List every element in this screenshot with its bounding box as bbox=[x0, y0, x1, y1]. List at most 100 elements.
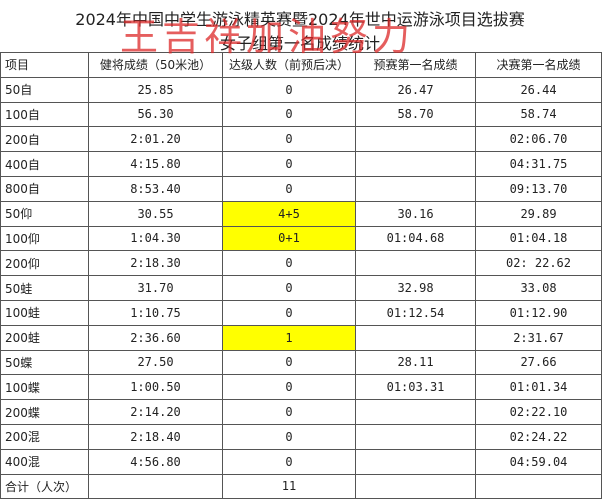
data-row: 400自 4:15.80 0 04:31.75 bbox=[0, 151, 602, 177]
data-row: 合计（人次） 11 bbox=[0, 473, 602, 500]
data-row: 50蛙 31.70 0 32.98 33.08 bbox=[0, 275, 602, 301]
data-row: 50自 25.85 0 26.47 26.44 bbox=[0, 76, 602, 103]
column-header: 决赛第一名成绩 bbox=[475, 52, 602, 78]
cell: 04:59.04 bbox=[475, 448, 602, 475]
cell: 0 bbox=[222, 151, 356, 177]
cell: 1:04.30 bbox=[88, 225, 223, 252]
cell: 26.47 bbox=[355, 76, 476, 103]
cell: 02:06.70 bbox=[475, 126, 602, 153]
cell: 0 bbox=[222, 275, 356, 301]
cell: 33.08 bbox=[475, 275, 602, 301]
cell bbox=[355, 473, 476, 500]
cell bbox=[355, 324, 476, 351]
cell: 0 bbox=[222, 399, 356, 425]
cell: 100蛙 bbox=[0, 299, 89, 326]
data-row: 100自 56.30 0 58.70 58.74 bbox=[0, 101, 602, 128]
cell: 11 bbox=[222, 473, 356, 500]
cell: 01:04.18 bbox=[475, 225, 602, 252]
cell: 合计（人次） bbox=[0, 473, 89, 500]
cell: 09:13.70 bbox=[475, 175, 602, 202]
cell: 200仰 bbox=[0, 250, 89, 277]
cell: 800自 bbox=[0, 175, 89, 202]
cell: 200自 bbox=[0, 126, 89, 153]
cell: 200蝶 bbox=[0, 399, 89, 425]
cell: 400混 bbox=[0, 448, 89, 475]
cell: 4:15.80 bbox=[88, 151, 223, 177]
cell: 01:01.34 bbox=[475, 374, 602, 401]
cell: 100蝶 bbox=[0, 374, 89, 401]
cell bbox=[355, 399, 476, 425]
cell: 0 bbox=[222, 349, 356, 376]
cell: 29.89 bbox=[475, 200, 602, 227]
cell: 1:00.50 bbox=[88, 374, 223, 401]
cell bbox=[355, 448, 476, 475]
cell: 01:12.54 bbox=[355, 299, 476, 326]
data-row: 200混 2:18.40 0 02:24.22 bbox=[0, 423, 602, 450]
data-row: 100蛙 1:10.75 0 01:12.54 01:12.90 bbox=[0, 299, 602, 326]
cell: 28.11 bbox=[355, 349, 476, 376]
cell: 0 bbox=[222, 101, 356, 128]
cell: 8:53.40 bbox=[88, 175, 223, 202]
cell: 2:31.67 bbox=[475, 324, 602, 351]
cell: 2:36.60 bbox=[88, 324, 223, 351]
data-row: 800自 8:53.40 0 09:13.70 bbox=[0, 175, 602, 202]
cell: 0 bbox=[222, 299, 356, 326]
cell: 27.66 bbox=[475, 349, 602, 376]
header-row: 项目 健将成绩（50米池） 达级人数（前预后决） 预赛第一名成绩 决赛第一名成绩 bbox=[0, 52, 602, 78]
cell: 100仰 bbox=[0, 225, 89, 252]
column-header: 达级人数（前预后决） bbox=[222, 52, 356, 78]
cell: 50蛙 bbox=[0, 275, 89, 301]
cell bbox=[355, 250, 476, 277]
cell: 1 bbox=[222, 324, 356, 351]
cell: 58.74 bbox=[475, 101, 602, 128]
cell: 50自 bbox=[0, 76, 89, 103]
data-row: 100仰 1:04.30 0+1 01:04.68 01:04.18 bbox=[0, 225, 602, 252]
cell: 2:18.30 bbox=[88, 250, 223, 277]
cell: 50蝶 bbox=[0, 349, 89, 376]
data-row: 200蛙 2:36.60 1 2:31.67 bbox=[0, 324, 602, 351]
cell: 56.30 bbox=[88, 101, 223, 128]
cell: 0 bbox=[222, 374, 356, 401]
cell: 0 bbox=[222, 76, 356, 103]
cell: 400自 bbox=[0, 151, 89, 177]
cell bbox=[88, 473, 223, 500]
cell: 01:03.31 bbox=[355, 374, 476, 401]
cell: 02:24.22 bbox=[475, 423, 602, 450]
cell: 01:04.68 bbox=[355, 225, 476, 252]
data-row: 200蝶 2:14.20 0 02:22.10 bbox=[0, 399, 602, 425]
cell: 58.70 bbox=[355, 101, 476, 128]
cell: 31.70 bbox=[88, 275, 223, 301]
cell: 1:10.75 bbox=[88, 299, 223, 326]
data-row: 200自 2:01.20 0 02:06.70 bbox=[0, 126, 602, 153]
title: 2024年中国中学生游泳精英赛暨2024年世中运游泳项目选拔赛 bbox=[75, 10, 525, 29]
data-row: 100蝶 1:00.50 0 01:03.31 01:01.34 bbox=[0, 374, 602, 401]
cell: 26.44 bbox=[475, 76, 602, 103]
cell: 100自 bbox=[0, 101, 89, 128]
cell: 30.55 bbox=[88, 200, 223, 227]
data-row: 50仰 30.55 4+5 30.16 29.89 bbox=[0, 200, 602, 227]
cell: 32.98 bbox=[355, 275, 476, 301]
column-header: 项目 bbox=[0, 52, 89, 78]
cell: 02: 22.62 bbox=[475, 250, 602, 277]
cell bbox=[355, 423, 476, 450]
cell: 4:56.80 bbox=[88, 448, 223, 475]
cell bbox=[355, 126, 476, 153]
cell: 25.85 bbox=[88, 76, 223, 103]
cell: 2:01.20 bbox=[88, 126, 223, 153]
cell: 02:22.10 bbox=[475, 399, 602, 425]
cell bbox=[475, 473, 602, 500]
cell bbox=[355, 151, 476, 177]
results-table: 项目 健将成绩（50米池） 达级人数（前预后决） 预赛第一名成绩 决赛第一名成绩 50自 2… bbox=[0, 52, 602, 500]
cell bbox=[355, 175, 476, 202]
cell: 0 bbox=[222, 448, 356, 475]
cell: 27.50 bbox=[88, 349, 223, 376]
cell: 0 bbox=[222, 175, 356, 202]
cell: 200蛙 bbox=[0, 324, 89, 351]
cell: 2:14.20 bbox=[88, 399, 223, 425]
cell: 0+1 bbox=[222, 225, 356, 252]
cell: 4+5 bbox=[222, 200, 356, 227]
data-row: 200仰 2:18.30 0 02: 22.62 bbox=[0, 250, 602, 277]
cell: 30.16 bbox=[355, 200, 476, 227]
cell: 0 bbox=[222, 126, 356, 153]
